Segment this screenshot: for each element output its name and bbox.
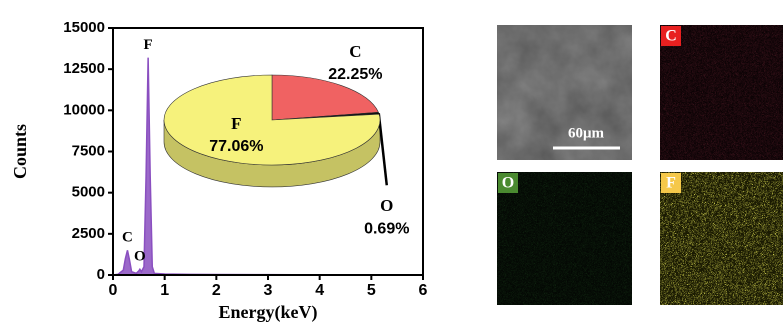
x-tick-label: 5 xyxy=(367,282,376,299)
map-label: C xyxy=(665,28,677,45)
x-tick-label: 6 xyxy=(419,282,428,299)
map-label: F xyxy=(666,175,676,192)
pie-value-label: 77.06% xyxy=(209,138,263,155)
x-tick-label: 2 xyxy=(212,282,221,299)
y-tick-label: 15000 xyxy=(63,19,105,36)
x-tick-label: 3 xyxy=(264,282,273,299)
y-tick-label: 10000 xyxy=(63,101,105,118)
pie-value-label: 22.25% xyxy=(328,66,382,83)
leader-line xyxy=(379,113,387,185)
element-maps: 60μm xyxy=(497,25,783,305)
pie-category-label: F xyxy=(231,114,241,133)
sem-texture xyxy=(497,25,632,160)
x-axis-label: Energy(keV) xyxy=(219,302,318,323)
y-tick-label: 12500 xyxy=(63,60,105,77)
pie-category-label: C xyxy=(349,42,361,61)
y-tick-label: 0 xyxy=(97,266,105,283)
y-axis-label: Counts xyxy=(10,124,30,179)
x-tick-label: 1 xyxy=(160,282,169,299)
x-tick-label: 0 xyxy=(109,282,118,299)
scale-bar-label: 60μm xyxy=(568,125,605,141)
map-label: O xyxy=(502,175,514,192)
peak-label: O xyxy=(134,249,146,265)
figure: 60μm COF02500500075001000012500150000123… xyxy=(0,0,783,331)
peak-label: F xyxy=(144,37,153,53)
y-tick-label: 2500 xyxy=(72,225,105,242)
pie-value-label: 0.69% xyxy=(364,220,409,237)
y-tick-label: 7500 xyxy=(72,142,105,159)
pie-category-label: O xyxy=(380,196,393,215)
y-tick-label: 5000 xyxy=(72,184,105,201)
peak-label: C xyxy=(122,230,133,246)
x-tick-label: 4 xyxy=(315,282,324,299)
